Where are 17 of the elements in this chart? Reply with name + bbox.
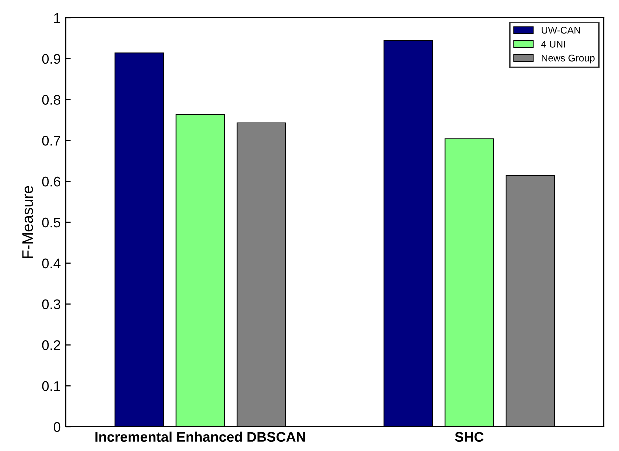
y-tick-label: 0.9: [42, 54, 60, 64]
y-tick-label: 0.5: [42, 218, 61, 228]
y-tick-label: 0: [54, 422, 61, 432]
y-tick-label: 0.6: [42, 176, 61, 187]
y-axis-title: F-Measure: [22, 186, 34, 258]
y-tick-label: 1: [54, 13, 60, 24]
y-tick-label: 0.7: [42, 136, 60, 146]
y-tick-label: 0.1: [42, 381, 60, 392]
legend-label: UW-CAN: [542, 27, 580, 34]
y-tick-label: 0.8: [42, 95, 61, 105]
y-tick-label: 0.3: [42, 300, 61, 310]
legend-label: 4 UNI: [541, 41, 566, 48]
x-tick-label: SHC: [455, 432, 484, 442]
x-tick-label: Incremental Enhanced DBSCAN: [96, 432, 306, 442]
y-tick-label: 0.4: [42, 258, 61, 269]
legend-label: News Group: [542, 54, 595, 64]
y-tick-label: 0.2: [42, 340, 60, 350]
